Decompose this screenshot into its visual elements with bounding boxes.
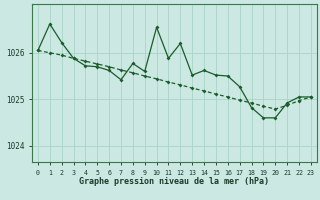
X-axis label: Graphe pression niveau de la mer (hPa): Graphe pression niveau de la mer (hPa) [79, 177, 269, 186]
